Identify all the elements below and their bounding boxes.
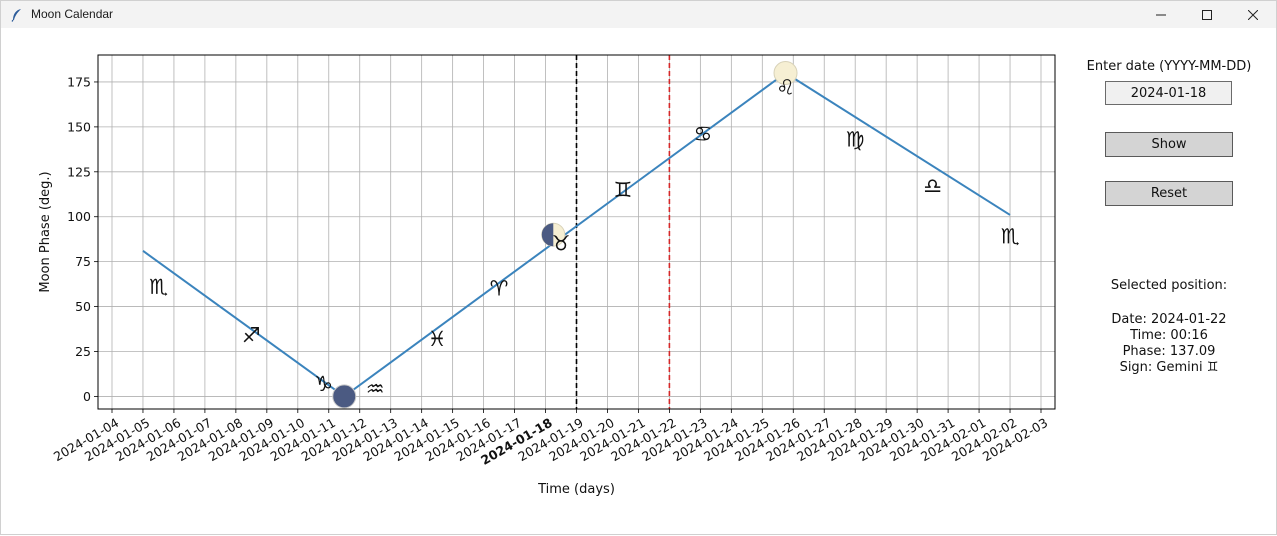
feather-icon <box>10 7 24 22</box>
control-panel: Enter date (YYYY-MM-DD) Show Reset Selec… <box>1066 28 1277 536</box>
new-moon-marker <box>332 384 357 409</box>
zodiac-sign-label: ♌ <box>776 75 795 99</box>
title-bar: Moon Calendar <box>1 1 1276 28</box>
zodiac-sign-label: ♓ <box>428 327 447 351</box>
zodiac-sign-label: ♏ <box>149 275 168 299</box>
y-tick-label: 100 <box>67 209 91 224</box>
selected-date: Date: 2024-01-22 <box>1111 312 1227 327</box>
zodiac-sign-label: ♊ <box>614 178 633 202</box>
date-prompt-label: Enter date (YYYY-MM-DD) <box>1086 59 1252 74</box>
half-moon-dark <box>541 223 554 247</box>
y-tick-label: 150 <box>67 119 91 134</box>
grid-lines <box>98 55 1055 409</box>
zodiac-sign-label: ♎ <box>923 174 942 198</box>
zodiac-sign-label: ♑ <box>314 372 333 396</box>
y-tick-label: 25 <box>75 344 91 359</box>
zodiac-sign-label: ♈ <box>490 277 509 301</box>
maximize-icon <box>1202 9 1212 20</box>
date-input[interactable] <box>1105 81 1232 105</box>
window-title: Moon Calendar <box>31 7 114 21</box>
zodiac-sign-label: ♉ <box>552 232 571 256</box>
zodiac-sign-label: ♍ <box>846 127 865 151</box>
chart-area[interactable]: 2024-01-04 2024-01-05 2024-01-06 2024-01-07… <box>1 28 1066 536</box>
zodiac-sign-label: ♋ <box>694 122 713 146</box>
selected-sign: Sign: Gemini ♊ <box>1119 360 1219 375</box>
y-tick-label: 175 <box>67 74 91 89</box>
plot-frame <box>97 54 1056 410</box>
y-axis-label: Moon Phase (deg.) <box>38 171 53 292</box>
close-button[interactable] <box>1230 1 1276 28</box>
maximize-button[interactable] <box>1184 1 1230 28</box>
minimize-button[interactable] <box>1138 1 1184 28</box>
half-moon-marker <box>541 222 566 247</box>
selected-position-heading: Selected position: <box>1110 278 1228 293</box>
selected-phase: Phase: 137.09 <box>1122 344 1216 359</box>
selected-position-info: Date: 2024-01-22 Time: 00:16 Phase: 137.… <box>1066 312 1272 376</box>
zodiac-sign-label: ♏ <box>1001 224 1020 248</box>
x-axis-label: Time (days) <box>537 482 615 497</box>
y-tick-label: 50 <box>75 299 91 314</box>
selected-time: Time: 00:16 <box>1130 328 1208 343</box>
show-button[interactable]: Show <box>1105 132 1233 157</box>
zodiac-sign-label: ♒ <box>366 377 385 401</box>
full-moon-marker <box>773 60 798 85</box>
y-tick-label: 125 <box>67 164 91 179</box>
minimize-icon <box>1156 14 1166 15</box>
zodiac-sign-label: ♐ <box>242 323 261 347</box>
y-tick-label: 0 <box>83 389 91 404</box>
moon-phase-chart[interactable]: 2024-01-042024-01-052024-01-062024-01-07… <box>1 28 1066 536</box>
reset-button[interactable]: Reset <box>1105 181 1233 206</box>
y-tick-label: 75 <box>75 254 91 269</box>
close-icon <box>1248 9 1258 20</box>
